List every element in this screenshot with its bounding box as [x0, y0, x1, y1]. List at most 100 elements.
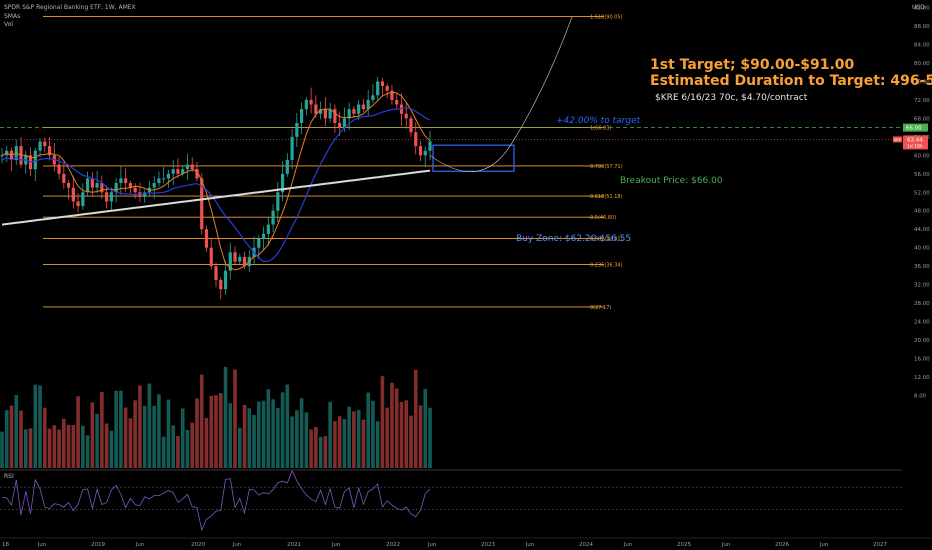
volume-bar — [333, 421, 337, 468]
volume-bar — [328, 401, 332, 468]
candle-body — [214, 266, 218, 281]
volume-bar — [271, 399, 275, 468]
candle-body — [181, 169, 185, 174]
volume-bar — [314, 426, 318, 468]
rsi-label[interactable]: RSI — [4, 473, 14, 480]
volume-bar — [62, 418, 66, 468]
candle-body — [385, 86, 389, 91]
volume-bar — [423, 388, 428, 468]
volume-bar — [233, 369, 237, 468]
volume-bar — [418, 405, 423, 468]
symbol-text: KRE — [894, 138, 901, 142]
candle-body — [71, 187, 75, 202]
volume-bar — [295, 410, 299, 468]
volume-bar — [337, 416, 342, 468]
time-tick: 2026 — [775, 542, 789, 548]
volume-bar — [347, 406, 351, 468]
candle-body — [190, 164, 194, 170]
countdown-text: 1d 18h — [907, 143, 923, 149]
candle-body — [276, 192, 280, 211]
candle-body — [81, 192, 85, 207]
candle-body — [352, 109, 356, 114]
candle-body — [124, 178, 128, 184]
candle-body — [271, 210, 275, 225]
candle-body — [105, 192, 109, 202]
buy-zone-box — [432, 144, 515, 172]
candle-body — [171, 169, 175, 174]
volume-bar — [214, 395, 218, 468]
volume-bar — [404, 400, 409, 468]
candle-body — [109, 192, 113, 202]
price-tick: 16.00 — [914, 357, 930, 363]
time-tick: 2021 — [287, 542, 301, 548]
time-tick: Jun — [331, 542, 341, 548]
volume-bar — [147, 383, 152, 468]
candle-body — [428, 141, 432, 151]
fib-label: 1(66.03) — [590, 125, 611, 131]
volume-bar — [223, 366, 228, 468]
fib-label: 0.786(57.71) — [590, 164, 623, 170]
volume-bar — [342, 419, 347, 468]
time-tick: 2024 — [579, 542, 593, 548]
fib-label: 0.382(42.01) — [590, 236, 623, 242]
volume-bar — [81, 425, 85, 468]
volume-bar — [375, 421, 380, 468]
price-tick: 92.00 — [914, 6, 930, 12]
candle-body — [404, 113, 408, 119]
fib-label: 0.236(36.34) — [590, 263, 623, 269]
indicator-vol[interactable]: Vol — [4, 21, 13, 28]
candle-body — [380, 81, 385, 87]
time-tick: Jun — [525, 542, 535, 548]
rsi-line — [1, 469, 431, 532]
candle-body — [357, 104, 361, 114]
candle-body — [57, 164, 61, 174]
volume-bar — [152, 405, 156, 468]
volume-bar — [266, 389, 271, 468]
buy-zone-annotation: Buy Zone: $62.20-$56.55 — [516, 234, 632, 244]
volume-bar — [385, 407, 389, 468]
volume-bar — [109, 430, 114, 468]
volume-bar — [228, 403, 233, 468]
volume-bar — [33, 384, 38, 468]
currency-label: USD — [912, 4, 925, 11]
candle-body — [261, 233, 266, 239]
volume-bar — [366, 392, 370, 468]
volume-bar — [14, 395, 19, 468]
volume-bar — [380, 376, 385, 468]
volume-bar — [104, 423, 109, 468]
time-tick: Jun — [819, 542, 829, 548]
volume-bar — [28, 428, 33, 468]
price-tick: 40.00 — [914, 246, 930, 252]
symbol-tag — [893, 136, 902, 143]
candle-body — [195, 169, 199, 179]
candle-body — [280, 173, 285, 193]
candle-body — [414, 132, 418, 147]
candle-body — [162, 178, 166, 180]
candle-body — [223, 270, 228, 290]
volume-bar — [285, 384, 290, 468]
candle-body — [300, 109, 304, 123]
candle-body — [423, 150, 427, 156]
volume-bar — [166, 399, 171, 468]
breakout-tag — [903, 123, 928, 132]
volume-bar — [176, 435, 180, 468]
candle-body — [228, 252, 232, 271]
candle-body — [395, 99, 399, 105]
projection-curve — [429, 16, 573, 173]
volume-bar — [114, 390, 118, 468]
candle-body — [33, 150, 37, 170]
volume-bar — [276, 408, 280, 468]
price-tick: 12.00 — [914, 375, 930, 381]
price-tick: 72.00 — [914, 98, 930, 104]
volume-bar — [247, 408, 252, 468]
candle-body — [219, 280, 223, 290]
volume-bar — [399, 401, 404, 468]
candle-body — [157, 178, 161, 184]
volume-bar — [157, 394, 161, 468]
volume-bar — [85, 435, 90, 468]
price-tick: 8.00 — [914, 393, 927, 399]
indicator-smas[interactable]: SMAs — [4, 13, 21, 20]
